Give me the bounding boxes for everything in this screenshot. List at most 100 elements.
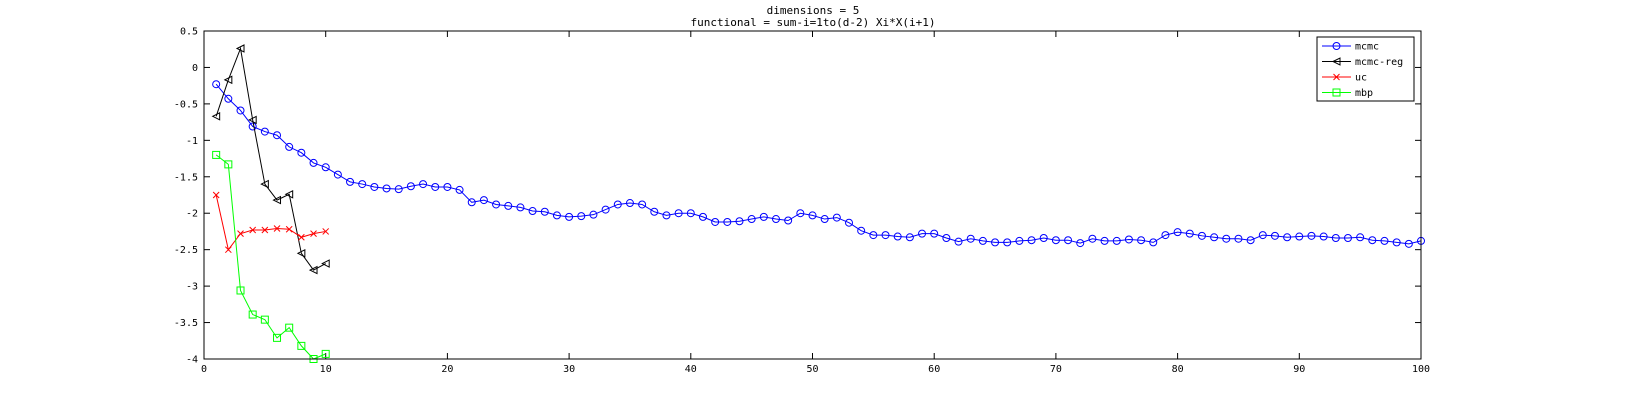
- x-tick-label: 80: [1172, 364, 1184, 375]
- x-tick-label: 100: [1412, 364, 1430, 375]
- data-point-mcmc-reg: [321, 259, 330, 268]
- data-point-mcmc: [1380, 236, 1389, 245]
- data-point-mcmc: [1392, 238, 1401, 247]
- plot-area: [204, 31, 1421, 359]
- data-point-mcmc: [698, 212, 707, 221]
- x-marker-stroke: [249, 226, 257, 234]
- data-point-mbp: [260, 315, 269, 324]
- data-point-uc: [212, 191, 220, 199]
- legend-entry-mbp: mbp: [1322, 88, 1373, 99]
- data-point-mcmc: [881, 231, 890, 240]
- data-point-mcmc: [1307, 231, 1316, 240]
- data-point-mcmc: [711, 217, 720, 226]
- data-point-mcmc: [893, 232, 902, 241]
- y-tick-label: -2: [186, 209, 198, 220]
- legend-label: mcmc-reg: [1355, 57, 1403, 68]
- data-point-mcmc: [528, 207, 537, 216]
- data-point-mbp: [285, 323, 294, 332]
- legend-marker: [1331, 57, 1341, 66]
- data-point-mcmc: [492, 200, 501, 209]
- data-point-mcmc: [540, 207, 549, 216]
- data-point-mcmc: [1210, 233, 1219, 242]
- x-tick-label: 10: [320, 364, 332, 375]
- data-point-mcmc: [1185, 229, 1194, 238]
- series-line-uc: [215, 194, 326, 251]
- y-tick-label: -2.5: [174, 245, 198, 256]
- data-point-mcmc: [601, 205, 610, 214]
- x-marker-stroke: [212, 191, 220, 199]
- data-point-mbp: [273, 333, 282, 342]
- x-tick-label: 90: [1293, 364, 1305, 375]
- data-point-uc: [249, 226, 257, 234]
- data-point-mcmc: [273, 131, 282, 140]
- data-point-mcmc: [577, 212, 586, 221]
- legend-label: mbp: [1355, 88, 1373, 99]
- data-point-mcmc: [1064, 236, 1073, 245]
- series-mcmc-reg: [211, 44, 330, 275]
- data-point-uc: [237, 230, 244, 237]
- data-point-mcmc: [918, 229, 927, 238]
- data-point-uc: [224, 246, 232, 254]
- data-point-mcmc: [1246, 236, 1255, 245]
- data-point-mcmc: [504, 201, 513, 210]
- data-point-mcmc: [455, 185, 464, 194]
- x-marker-stroke: [298, 233, 305, 241]
- data-point-mcmc: [1015, 236, 1024, 245]
- data-point-mcmc: [784, 216, 793, 225]
- axis-ticks: 0 10 20 30 40 50 60 70 80 90 100 0.5 0 -0.5 -1 -1.5 -2 -2…: [174, 27, 1430, 376]
- data-point-mcmc: [1173, 228, 1182, 237]
- y-tick-label: -1.5: [174, 172, 198, 183]
- x-tick-label: 70: [1050, 364, 1062, 375]
- data-point-mcmc: [686, 209, 695, 218]
- data-point-mcmc: [321, 163, 330, 172]
- chart-title: dimensions = 5: [767, 4, 860, 17]
- data-point-uc: [322, 228, 330, 235]
- data-point-uc: [298, 233, 305, 241]
- data-point-mcmc: [832, 213, 841, 222]
- data-point-mcmc: [1161, 231, 1170, 240]
- data-point-mcmc: [236, 106, 245, 115]
- data-point-mcmc: [1197, 231, 1206, 240]
- data-point-mcmc: [248, 122, 257, 131]
- data-point-mcmc: [297, 148, 306, 157]
- data-point-mcmc: [394, 185, 403, 194]
- data-point-mcmc: [954, 237, 963, 246]
- data-point-mcmc: [796, 209, 805, 218]
- series-mcmc: [212, 80, 1425, 248]
- data-point-mcmc: [942, 234, 951, 243]
- data-point-mcmc: [1234, 234, 1243, 243]
- data-point-mcmc: [224, 94, 233, 103]
- y-tick-label: 0: [192, 63, 198, 74]
- data-point-mcmc-reg: [260, 179, 269, 189]
- data-point-mcmc: [662, 211, 671, 220]
- data-point-mcmc-reg: [284, 189, 294, 199]
- x-marker-stroke: [285, 225, 293, 233]
- data-point-mcmc: [735, 217, 744, 226]
- data-point-mcmc: [370, 182, 379, 191]
- y-tick-label: -0.5: [174, 99, 198, 110]
- data-point-mcmc: [309, 158, 318, 167]
- data-point-mbp: [236, 286, 245, 295]
- x-tick-label: 50: [806, 364, 818, 375]
- legend-marker: [1333, 73, 1340, 81]
- data-point-uc: [273, 225, 281, 232]
- data-point-mcmc: [1222, 234, 1231, 243]
- legend-entry-mcmc-reg: mcmc-reg: [1322, 57, 1403, 68]
- data-point-mcmc: [479, 196, 488, 205]
- data-point-mcmc: [565, 212, 574, 221]
- data-point-uc: [310, 230, 317, 237]
- data-point-mcmc: [966, 234, 975, 243]
- legend-label: uc: [1355, 73, 1367, 84]
- plot-frame: [203, 30, 1422, 360]
- data-point-mcmc: [869, 231, 878, 240]
- data-point-mcmc: [285, 142, 294, 151]
- x-marker-stroke: [261, 226, 269, 234]
- legend: mcmc mcmc-reg uc mbp: [1316, 36, 1415, 102]
- x-marker-stroke: [1333, 73, 1340, 81]
- data-point-mbp: [248, 310, 257, 319]
- data-point-mcmc-reg: [223, 75, 233, 85]
- y-tick-label: -3.5: [174, 318, 198, 329]
- data-point-mcmc: [333, 170, 342, 179]
- data-point-mcmc: [1003, 238, 1012, 247]
